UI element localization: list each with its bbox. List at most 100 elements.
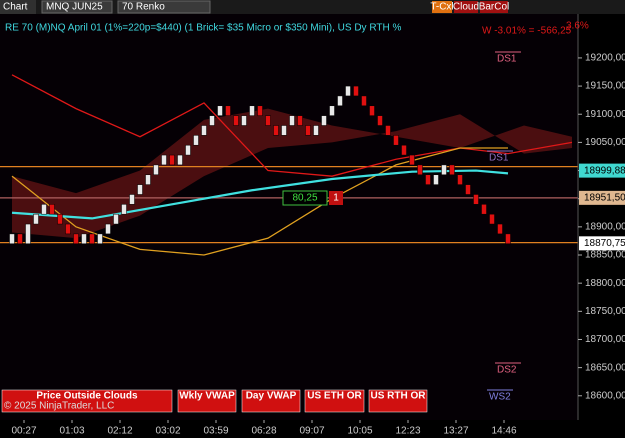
button[interactable] <box>241 389 301 413</box>
annotation: DS2 <box>497 365 517 376</box>
brick <box>329 105 335 116</box>
tab[interactable] <box>0 0 36 14</box>
brick <box>105 223 111 235</box>
x-tick-label: 02:12 <box>107 426 132 437</box>
price-axis <box>578 14 625 420</box>
brick <box>129 194 135 205</box>
count-box-label: 1 <box>333 193 339 204</box>
brick <box>505 233 511 244</box>
button-label: Day VWAP <box>246 391 297 402</box>
brick <box>169 154 175 166</box>
brick <box>57 213 63 225</box>
x-tick-label: 10:05 <box>347 426 372 437</box>
value-box-label: 80,25 <box>292 193 317 204</box>
plot <box>0 74 578 256</box>
annotation: W -3.01% = -566,25 <box>482 26 572 37</box>
brick <box>433 174 439 185</box>
cloud <box>12 108 572 239</box>
brick <box>441 164 447 176</box>
brick <box>33 213 39 225</box>
brick <box>481 204 487 215</box>
y-tick-label: 18650,00 <box>585 362 625 373</box>
brick <box>225 105 231 116</box>
brick <box>241 115 247 126</box>
y-tick-label: 19100,00 <box>585 109 625 120</box>
price-label-box <box>579 163 625 178</box>
x-tick-label: 13:27 <box>443 426 468 437</box>
brick <box>41 204 47 215</box>
tab-label: Chart <box>3 2 28 13</box>
brick <box>97 233 103 244</box>
brick <box>345 85 351 97</box>
y-tick-label: 18600,00 <box>585 390 625 401</box>
price-label: 18951,50 <box>584 192 625 203</box>
x-tick-label: 12:23 <box>395 426 420 437</box>
button-label: Price Outside Clouds <box>36 391 138 402</box>
button[interactable] <box>304 389 365 413</box>
brick <box>401 144 407 156</box>
price-label-box <box>579 190 625 205</box>
brick <box>89 233 95 244</box>
brick <box>417 164 423 176</box>
time-axis <box>0 420 625 438</box>
button-label: Wkly VWAP <box>179 391 235 402</box>
brick <box>17 233 23 244</box>
brick <box>273 125 279 136</box>
price-label-box <box>579 236 625 251</box>
button-label: US ETH OR <box>307 391 362 402</box>
button-label: US RTH OR <box>371 391 427 402</box>
brick <box>49 204 55 215</box>
brick <box>425 174 431 185</box>
brick <box>337 95 343 107</box>
brick <box>177 154 183 166</box>
button[interactable] <box>177 389 237 413</box>
brick <box>457 174 463 185</box>
brick <box>73 233 79 244</box>
button[interactable] <box>368 389 428 413</box>
annotation: DS1 <box>489 153 509 164</box>
brick <box>193 135 199 146</box>
y-tick-label: 19050,00 <box>585 137 625 148</box>
brick <box>449 164 455 176</box>
y-tick-label: 18700,00 <box>585 334 625 345</box>
brick <box>297 115 303 126</box>
brick <box>473 194 479 205</box>
x-tick-label: 01:03 <box>59 426 84 437</box>
toolbar-button[interactable] <box>432 1 452 13</box>
button[interactable] <box>1 389 173 413</box>
brick <box>489 213 495 225</box>
brick <box>393 135 399 146</box>
toolbar-button[interactable] <box>454 1 478 13</box>
brick <box>369 105 375 116</box>
brick <box>265 115 271 126</box>
count-box <box>329 191 343 205</box>
toolbar-button[interactable] <box>480 1 508 13</box>
brick <box>377 115 383 126</box>
brick <box>185 144 191 156</box>
brick <box>409 154 415 166</box>
brick <box>161 154 167 166</box>
price-label: 18999,88 <box>584 165 625 176</box>
brick <box>249 105 255 116</box>
x-tick-label: 00:27 <box>11 426 36 437</box>
period-select[interactable] <box>117 0 211 14</box>
brick <box>281 125 287 136</box>
brick <box>209 115 215 126</box>
x-tick-label: 06:28 <box>251 426 276 437</box>
brick <box>201 125 207 136</box>
brick <box>353 85 359 97</box>
y-tick-label: 19150,00 <box>585 81 625 92</box>
instrument-select[interactable] <box>41 0 113 14</box>
brick <box>81 233 87 244</box>
brick <box>497 223 503 235</box>
brick <box>113 213 119 225</box>
y-tick-label: 19200,00 <box>585 53 625 64</box>
brick <box>289 115 295 126</box>
y-tick-label: 18800,00 <box>585 278 625 289</box>
brick <box>385 125 391 136</box>
x-tick-label: 14:46 <box>491 426 516 437</box>
annotation: 3.6% <box>566 21 589 32</box>
brick <box>153 164 159 176</box>
y-tick-label: 18900,00 <box>585 221 625 232</box>
brick <box>145 174 151 185</box>
